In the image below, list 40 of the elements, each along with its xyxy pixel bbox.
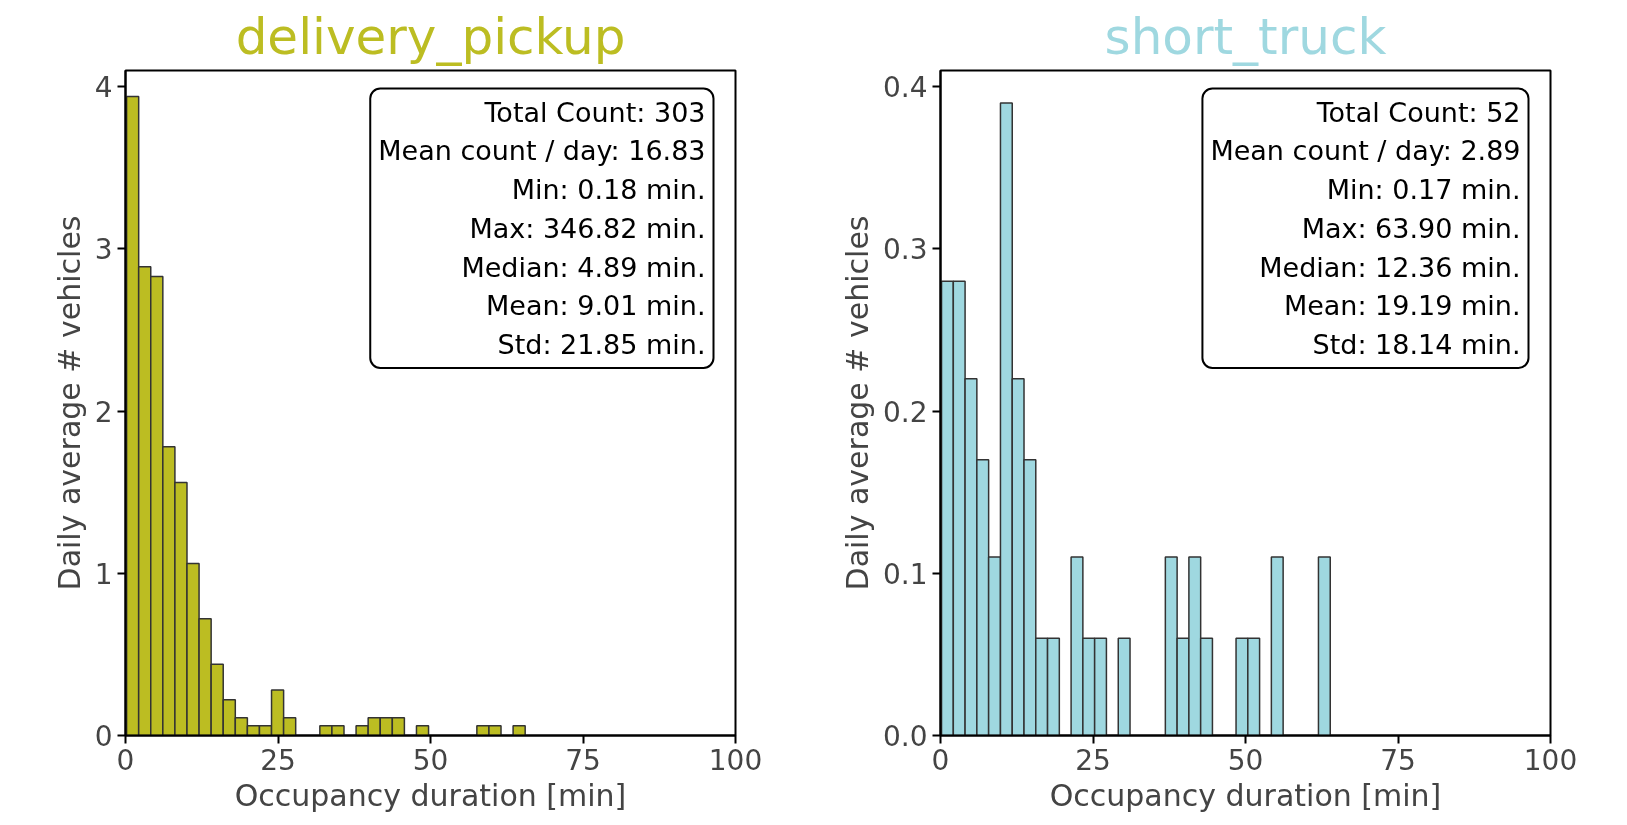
annotation: Median: 4.89 min.: [461, 251, 706, 283]
x-tick-label: 100: [1523, 743, 1578, 777]
annotation: Max: 346.82 min.: [469, 212, 706, 244]
y-tick-label: 4: [94, 71, 113, 105]
chart-title: short_truck: [1104, 7, 1387, 66]
y-tick-label: 0.4: [882, 71, 928, 105]
annotation: Mean count / day: 16.83: [378, 135, 706, 167]
x-tick-label: 75: [1380, 743, 1416, 777]
y-tick-label: 0.2: [882, 395, 928, 429]
x-tick-label: 0: [931, 743, 950, 777]
x-axis-title: Occupancy duration [min]: [1049, 777, 1442, 813]
x-tick-label: 25: [260, 743, 296, 777]
y-tick-label: 0.3: [882, 233, 928, 267]
y-tick-label: 2: [94, 395, 113, 429]
y-tick-label: 1: [94, 557, 113, 591]
x-tick-label: 75: [565, 743, 601, 777]
x-tick-label: 50: [412, 743, 449, 777]
y-axis-title: Daily average # vehicles: [839, 215, 875, 591]
annotation: Min: 0.18 min.: [511, 174, 706, 205]
x-tick-label: 50: [1227, 743, 1264, 777]
annotation: Std: 18.14 min.: [1312, 329, 1521, 360]
y-axis-title: Daily average # vehicles: [51, 215, 87, 591]
y-tick-label: 0: [94, 720, 113, 753]
annotation: Median: 12.36 min.: [1259, 251, 1521, 283]
chart-title: delivery_pickup: [235, 7, 626, 66]
annotation: Total Count: 52: [1315, 96, 1521, 128]
x-tick-label: 100: [708, 743, 763, 777]
annotation: Max: 63.90 min.: [1301, 212, 1521, 244]
y-tick-label: 0.0: [882, 720, 928, 753]
x-axis-title: Occupancy duration [min]: [234, 777, 627, 813]
y-tick-label: 3: [94, 233, 113, 267]
x-tick-label: 25: [1075, 743, 1111, 777]
annotation: Std: 21.85 min.: [497, 329, 706, 360]
y-tick-label: 0.1: [882, 557, 928, 591]
annotation: Mean count / day: 2.89: [1210, 135, 1521, 167]
annotation: Mean: 9.01 min.: [486, 290, 706, 322]
annotation: Total Count: 303: [483, 96, 706, 128]
annotation: Mean: 19.19 min.: [1283, 290, 1521, 322]
x-tick-label: 0: [116, 743, 135, 777]
annotation: Min: 0.17 min.: [1326, 174, 1521, 205]
